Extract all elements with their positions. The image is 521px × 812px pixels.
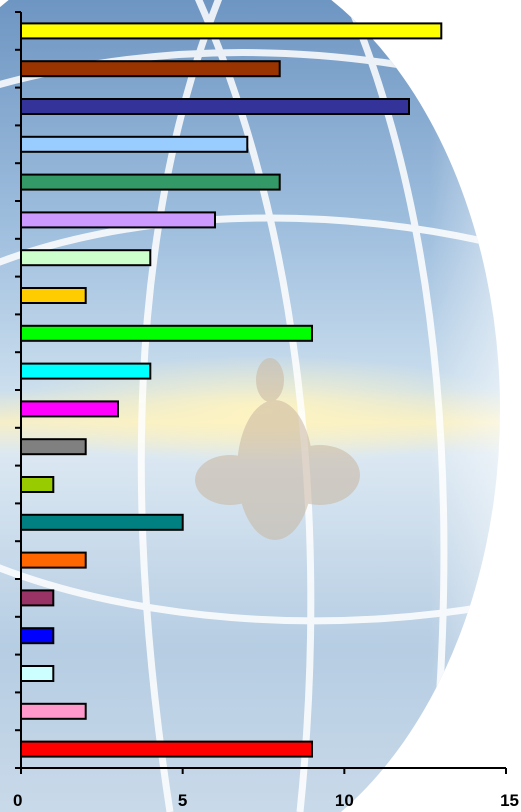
bar xyxy=(20,665,55,682)
bar xyxy=(20,513,184,531)
bar xyxy=(20,627,55,645)
x-tick-label: 15 xyxy=(500,791,519,810)
bar xyxy=(20,22,443,40)
bar xyxy=(20,287,87,304)
bar xyxy=(20,173,281,191)
bar xyxy=(20,589,55,607)
x-tick-label: 10 xyxy=(335,791,354,810)
bar xyxy=(20,362,152,380)
bar xyxy=(20,702,87,720)
bar xyxy=(20,400,119,418)
x-tick-label: 5 xyxy=(178,791,187,810)
bar xyxy=(20,740,313,758)
axes: 0 5 10 15 xyxy=(13,11,519,810)
bar xyxy=(20,135,249,153)
bar xyxy=(20,60,281,78)
bar xyxy=(20,249,152,267)
bars-group xyxy=(20,22,443,758)
bar xyxy=(20,324,313,342)
bar xyxy=(20,438,87,456)
bar xyxy=(20,98,410,115)
bar xyxy=(20,476,55,493)
bar xyxy=(20,211,216,229)
bar xyxy=(20,551,87,569)
x-tick-label: 0 xyxy=(13,791,22,810)
